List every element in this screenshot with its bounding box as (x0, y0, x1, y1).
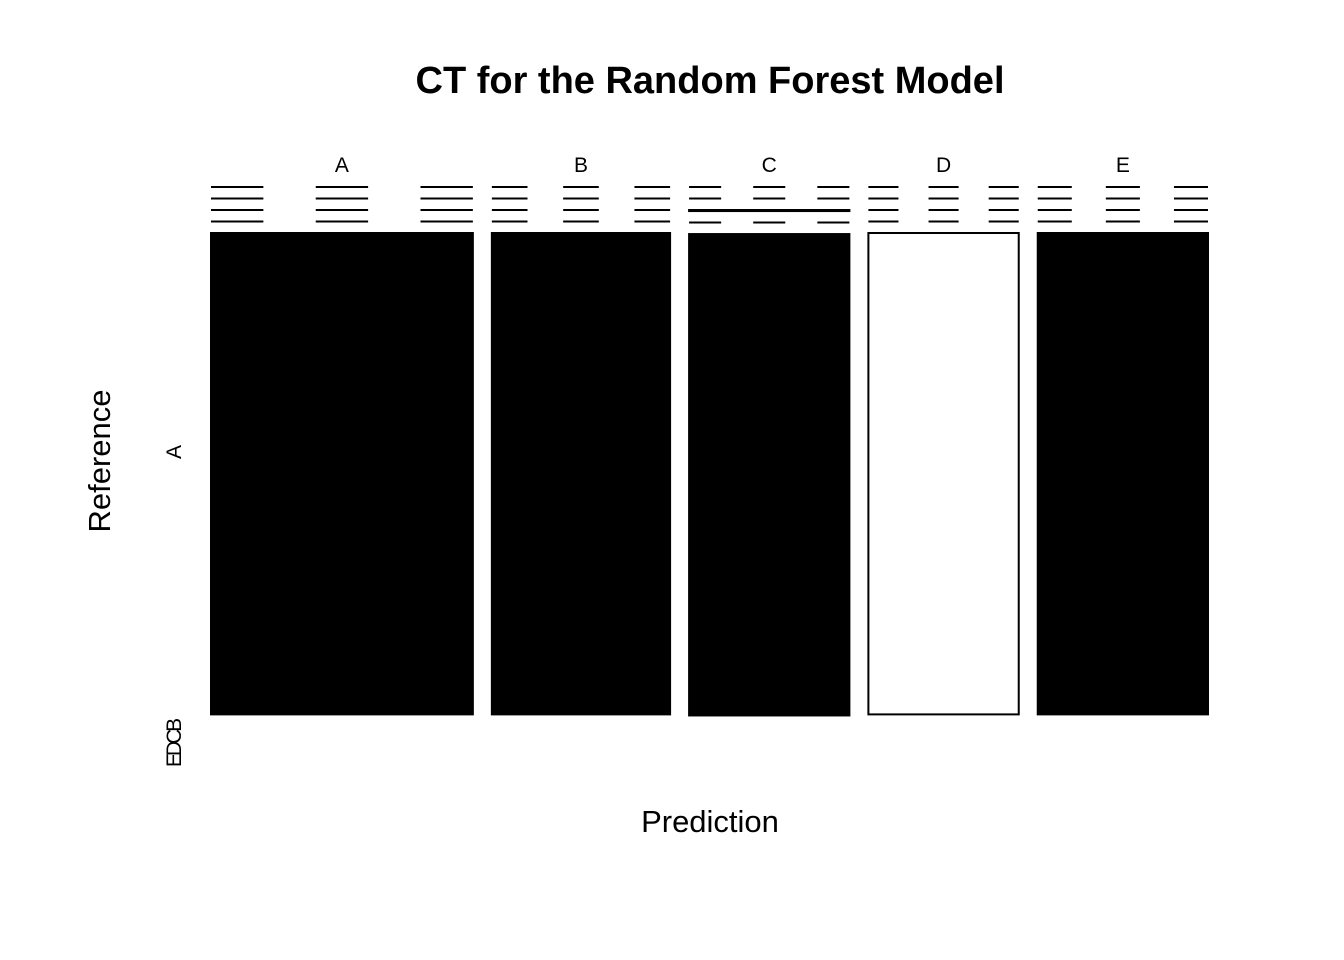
cell-pred-b-ref-b (490, 232, 672, 716)
prediction-tick-d: D (936, 154, 951, 177)
prediction-tick-e: E (1116, 154, 1130, 177)
y-axis-label: Reference (82, 389, 117, 532)
prediction-tick-a: A (335, 154, 349, 177)
x-axis-label: Prediction (641, 804, 779, 839)
reference-tick-a: A (163, 445, 186, 459)
cell-pred-c-ref-c (688, 233, 851, 717)
cell-pred-e-ref-e (1036, 232, 1210, 716)
prediction-tick-b: B (574, 154, 588, 177)
chart-title: CT for the Random Forest Model (416, 60, 1005, 102)
prediction-tick-c: C (762, 154, 777, 177)
prediction-tick-labels: A B C D E (335, 154, 1130, 177)
cell-pred-d-ref-d (867, 232, 1020, 716)
reference-tick-edcb: EDCB (163, 719, 186, 767)
cell-pred-a-ref-a (210, 232, 474, 716)
cell-pred-c-ref-d (688, 209, 851, 213)
mosaic-cells (210, 186, 1210, 717)
